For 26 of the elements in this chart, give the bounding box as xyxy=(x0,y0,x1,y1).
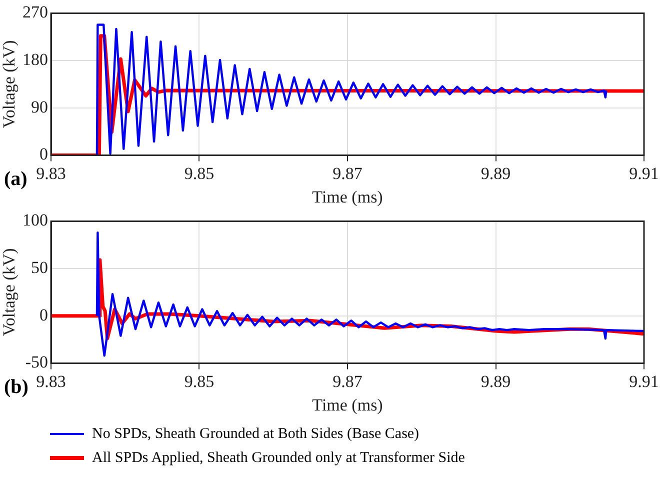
x-tick-label: 9.87 xyxy=(332,372,363,391)
y-tick-label: 50 xyxy=(31,258,48,277)
legend-label: All SPDs Applied, Sheath Grounded only at Transformer Side xyxy=(92,450,465,466)
x-tick-label: 9.87 xyxy=(332,164,363,183)
x-axis-title: Time (ms) xyxy=(312,395,383,414)
x-tick-label: 9.91 xyxy=(629,372,659,391)
y-tick-label: 180 xyxy=(22,50,48,69)
legend-label: No SPDs, Sheath Grounded at Both Sides (Base Case) xyxy=(92,426,420,442)
x-tick-label: 9.91 xyxy=(629,164,659,183)
x-tick-label: 9.89 xyxy=(480,372,511,391)
x-tick-label: 9.85 xyxy=(184,164,214,183)
x-tick-label: 9.85 xyxy=(184,372,214,391)
y-tick-label: 90 xyxy=(31,97,48,116)
text: (b) xyxy=(4,376,28,398)
x-tick-label: 9.89 xyxy=(480,164,511,183)
y-axis-title: Voltage (kV) xyxy=(0,40,19,128)
text: (a) xyxy=(4,168,28,190)
y-tick-label: 0 xyxy=(40,144,48,164)
x-tick-label: 9.83 xyxy=(36,372,66,391)
x-tick-label: 9.83 xyxy=(36,164,66,183)
y-tick-label: 100 xyxy=(22,210,48,230)
y-tick-label: 270 xyxy=(22,2,48,22)
y-tick-label: 0 xyxy=(40,305,48,324)
x-axis-title: Time (ms) xyxy=(312,187,383,206)
y-axis-title: Voltage (kV) xyxy=(0,248,19,336)
y-tick-label: -50 xyxy=(25,352,48,372)
